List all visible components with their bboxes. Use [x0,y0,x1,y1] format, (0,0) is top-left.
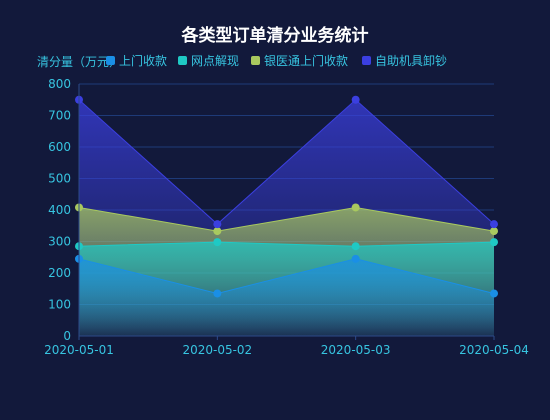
legend: 上门收款 网点解现 银医通上门收款 自助机具卸钞 [106,53,447,68]
series-lines [78,99,495,294]
series-line-3 [78,206,495,232]
series-line-4 [78,99,495,225]
data-points [75,95,498,298]
data-point [490,238,498,247]
legend-swatch [251,56,260,65]
y-axis-label: 清分量（万元） [37,55,121,69]
data-point [351,254,360,263]
y-tick-label: 500 [48,172,71,186]
x-tick-label: 2020-05-02 [182,343,252,357]
data-point [490,289,498,298]
legend-label: 上门收款 [119,53,167,68]
x-tick-label: 2020-05-04 [459,343,529,357]
data-point [213,289,222,298]
legend-label: 银医通上门收款 [264,53,348,68]
data-point [490,220,498,229]
legend-label: 网点解现 [191,54,239,68]
y-tick-label: 800 [48,77,71,91]
axes: 0 100 200 300 400 500 600 700 800 2020-05-01 2020-… [44,77,529,357]
x-tick-label: 2020-05-03 [321,343,391,357]
data-point [213,238,222,247]
data-point [351,95,360,104]
y-tick-label: 600 [48,140,71,154]
series-line-2 [78,241,495,247]
y-tick-label: 300 [48,235,71,249]
legend-swatch [178,56,187,65]
y-tick-label: 100 [48,298,71,312]
x-tick-label: 2020-05-01 [44,343,114,357]
series-line-1 [78,258,495,294]
data-point [351,242,360,251]
data-point [351,203,360,212]
y-tick-label: 200 [48,266,71,280]
area-fill-series-1 [79,258,494,336]
area-fills [79,99,494,336]
data-point [213,220,222,229]
y-tick-label: 0 [63,329,71,343]
chart-title: 各类型订单清分业务统计 [181,25,369,46]
y-tick-label: 400 [48,203,71,217]
legend-label: 自助机具卸钞 [375,53,447,68]
data-point [213,227,222,236]
data-point [490,227,498,236]
legend-swatch [362,56,371,65]
y-tick-label: 700 [48,109,71,123]
legend-swatch [106,56,115,65]
